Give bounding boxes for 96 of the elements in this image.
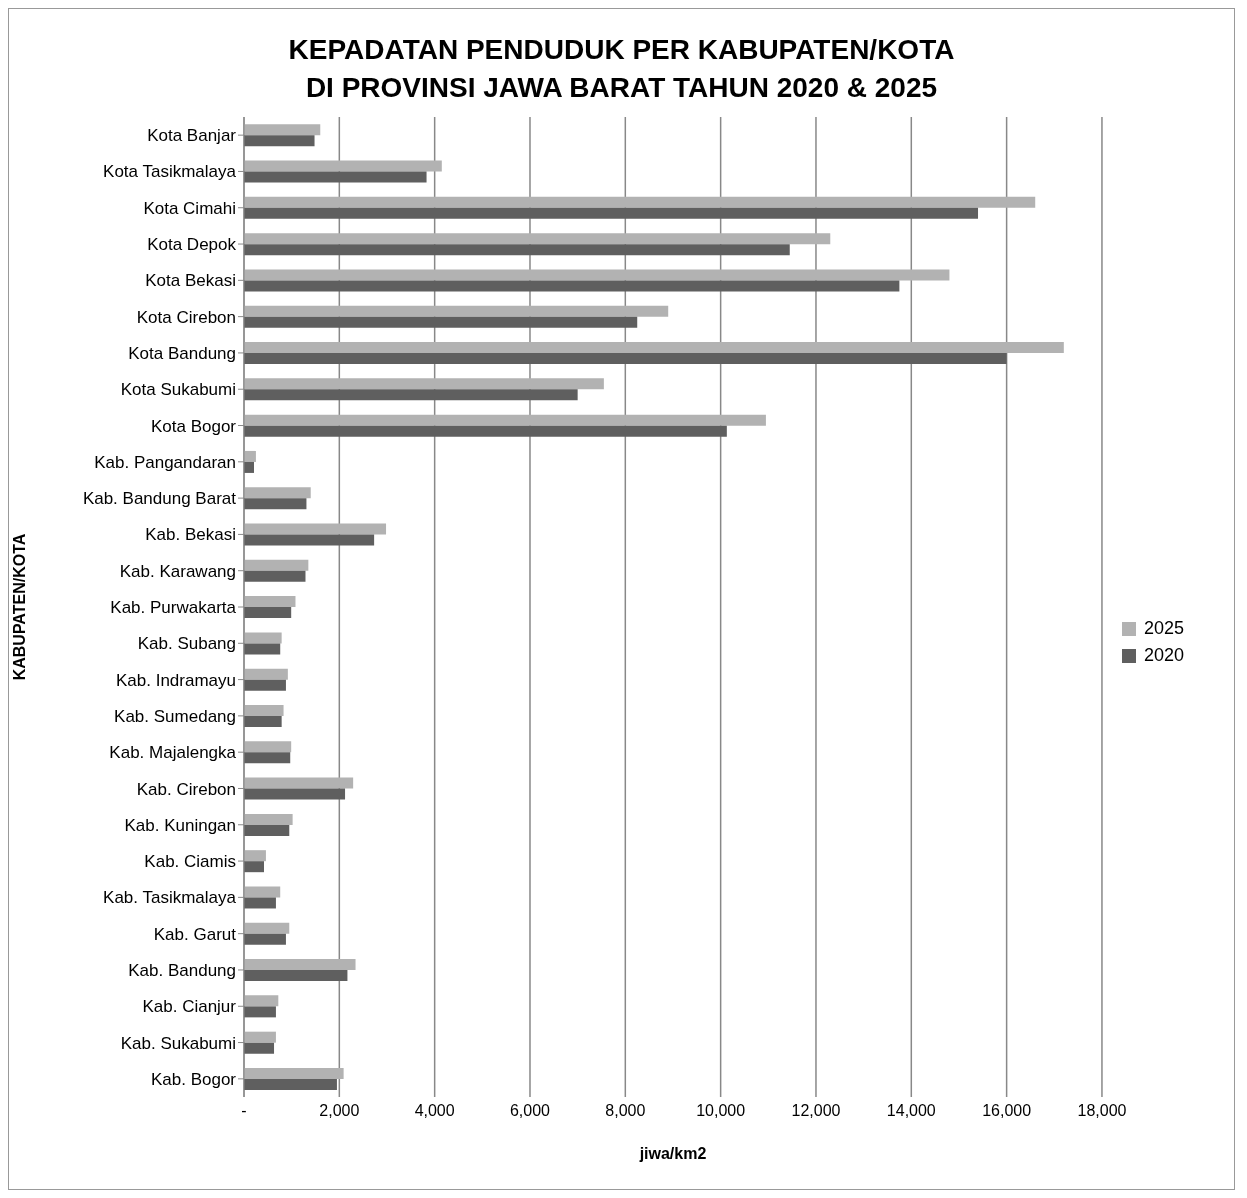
bar [244, 160, 442, 172]
bar [244, 316, 638, 328]
bar [244, 207, 979, 219]
x-tick-label: 16,000 [982, 1102, 1032, 1120]
bar [244, 342, 1064, 354]
bar [244, 897, 276, 909]
y-tick-label: Kab. Garut [153, 924, 237, 944]
x-tick-label: 18,000 [1077, 1102, 1127, 1120]
y-tick-label: Kab. Ciamis [144, 852, 236, 872]
y-tick-label: Kota Bogor [150, 416, 237, 436]
x-tick-label: 4,000 [414, 1102, 455, 1120]
bar [244, 461, 255, 473]
bar [244, 523, 387, 535]
bar [244, 534, 375, 546]
y-tick-label: Kab. Bandung Barat [82, 489, 237, 509]
bar [244, 1067, 344, 1079]
y-tick-label: Kab. Majalengka [109, 743, 237, 763]
bar [244, 353, 1007, 365]
bar [244, 1042, 275, 1054]
bar [244, 741, 292, 753]
bar [244, 632, 282, 644]
x-tick-label: 12,000 [791, 1102, 841, 1120]
x-axis-title: jiwa/km2 [638, 1145, 707, 1162]
bar [244, 280, 900, 292]
bar [244, 171, 427, 183]
bar [244, 570, 306, 582]
bar [244, 668, 288, 680]
y-tick-label: Kab. Indramayu [115, 670, 236, 690]
x-tick-label: 10,000 [696, 1102, 746, 1120]
y-tick-label: Kab. Tasikmalaya [103, 888, 237, 908]
x-tick-label: 8,000 [605, 1102, 646, 1120]
y-tick-label: Kota Sukabumi [120, 380, 236, 400]
y-tick-label: Kab. Purwakarta [110, 598, 237, 618]
bar [244, 498, 307, 510]
chart-title: KEPADATAN PENDUDUK PER KABUPATEN/KOTA DI PROVINSI JAWA BARAT TAHUN 2020 & 2025 [287, 33, 956, 105]
bar [244, 244, 790, 256]
x-tick-label: 14,000 [886, 1102, 936, 1120]
bar [244, 716, 282, 727]
bar [244, 559, 309, 571]
bar [244, 886, 281, 898]
y-tick-label: Kab. Bogor [150, 1069, 237, 1089]
x-tick-label: - [241, 1102, 247, 1120]
y-tick-label: Kota Bandung [128, 343, 236, 363]
bar [244, 705, 284, 716]
bar [244, 414, 766, 426]
y-tick-label: Kota Bekasi [145, 271, 236, 291]
y-tick-label: Kab. Cianjur [142, 997, 237, 1017]
bar [244, 788, 346, 800]
bar [244, 487, 311, 499]
x-tick-label: 6,000 [509, 1102, 551, 1120]
bar [244, 450, 256, 462]
bar [244, 135, 315, 147]
y-tick-label: Kota Cimahi [143, 198, 236, 218]
bar [244, 269, 950, 281]
y-tick-label: Kota Tasikmalaya [103, 162, 237, 182]
y-tick-label: Kab. Subang [137, 634, 236, 654]
bar [244, 752, 291, 764]
bar [244, 922, 290, 934]
y-axis-title: KABUPATEN/KOTA [10, 533, 28, 681]
bar [244, 995, 279, 1007]
bar [244, 425, 727, 437]
bar [244, 861, 265, 873]
bar [244, 124, 321, 136]
y-tick-label: Kab. Cirebon [136, 779, 236, 799]
y-tick-label: Kab. Bekasi [145, 525, 236, 545]
y-tick-label: Kab. Sukabumi [120, 1033, 236, 1053]
x-tick-label: 2,000 [319, 1102, 360, 1120]
bar [244, 389, 578, 401]
bar [244, 813, 293, 825]
bar [244, 233, 831, 245]
legend-label: 2020 [1143, 645, 1184, 666]
bar [244, 643, 281, 655]
bar [244, 378, 604, 390]
y-tick-label: Kab. Bandung [128, 961, 236, 980]
y-tick-label: Kab. Pangandaran [94, 452, 236, 472]
bar [244, 850, 266, 862]
bar [244, 196, 1036, 208]
bar [244, 1031, 276, 1043]
bar [244, 959, 356, 971]
y-tick-label: Kab. Kuningan [124, 815, 236, 835]
bar [244, 970, 348, 982]
bar [244, 933, 286, 945]
y-tick-label: Kota Banjar [147, 126, 237, 146]
bar [244, 305, 669, 317]
bar [244, 596, 296, 608]
bar [244, 1078, 337, 1090]
y-tick-label: Kota Depok [147, 235, 237, 255]
bar [244, 824, 290, 836]
y-tick-label: Kab. Sumedang [114, 706, 236, 726]
bar [244, 679, 286, 691]
bar [244, 777, 354, 789]
legend-label: 2025 [1143, 618, 1184, 639]
bar [244, 607, 292, 619]
y-tick-label: Kab. Karawang [119, 561, 236, 581]
y-tick-label: Kota Cirebon [136, 307, 236, 327]
bar [244, 1006, 276, 1018]
